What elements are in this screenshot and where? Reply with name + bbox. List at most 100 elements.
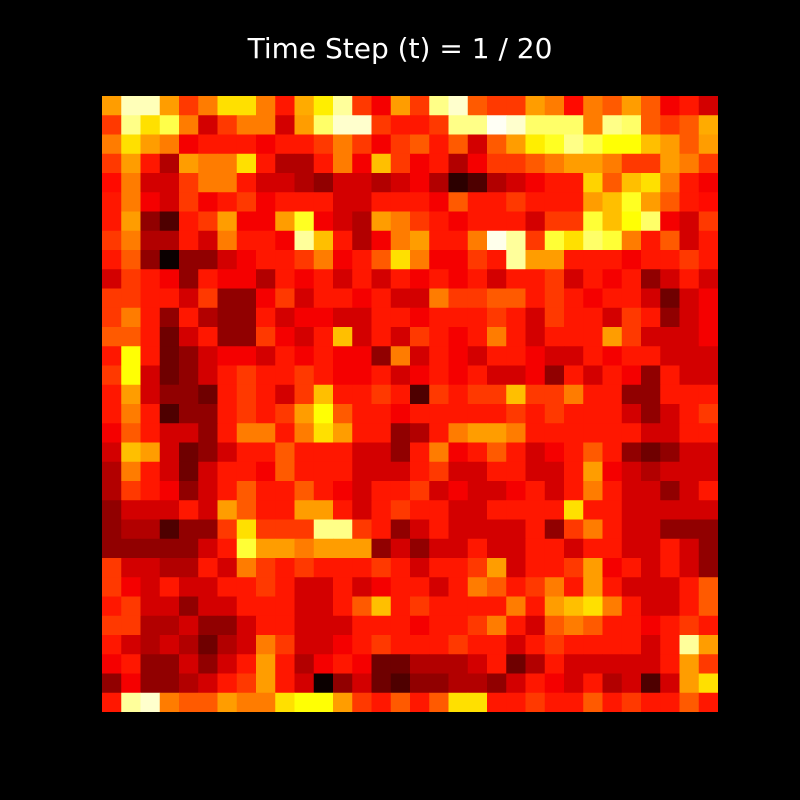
heatmap-cell <box>641 153 661 174</box>
heatmap-cell <box>371 327 392 347</box>
heatmap-cell <box>467 96 488 116</box>
heatmap-cell <box>410 423 430 443</box>
heatmap-cell <box>179 654 199 674</box>
heatmap-cell <box>410 250 430 270</box>
heatmap-cell <box>660 692 680 712</box>
heatmap-cell <box>140 596 161 617</box>
heatmap-cell <box>236 577 257 597</box>
heatmap-cell <box>198 307 218 328</box>
heatmap-cell <box>698 327 718 347</box>
heatmap-cell <box>525 327 546 347</box>
heatmap-cell <box>198 384 218 405</box>
heatmap-cell <box>140 577 161 597</box>
heatmap-cell <box>256 500 276 520</box>
heatmap-cell <box>429 673 449 694</box>
heatmap-cell <box>121 96 141 116</box>
heatmap-cell <box>487 692 507 712</box>
heatmap-cell <box>429 596 449 617</box>
heatmap-cell <box>159 384 180 405</box>
heatmap-cell <box>564 635 584 655</box>
heatmap-cell <box>371 211 392 232</box>
heatmap-cell <box>698 500 718 520</box>
heatmap-cell <box>121 173 141 193</box>
heatmap-cell <box>256 635 276 655</box>
heatmap-cell <box>564 327 584 347</box>
heatmap-cell <box>217 96 238 116</box>
heatmap-cell <box>275 173 295 193</box>
heatmap-cell <box>525 192 546 212</box>
heatmap-cell <box>140 404 161 424</box>
heatmap-cell <box>333 192 353 212</box>
heatmap-cell <box>583 134 603 155</box>
heatmap-cell <box>102 327 122 347</box>
heatmap-cell <box>564 134 584 155</box>
heatmap-cell <box>179 327 199 347</box>
heatmap-cell <box>698 96 718 116</box>
heatmap-cell <box>487 481 507 501</box>
heatmap-cell <box>698 461 718 482</box>
heatmap-cell <box>698 288 718 309</box>
heatmap-cell <box>333 654 353 674</box>
heatmap-cell <box>275 596 295 617</box>
heatmap-cell <box>217 230 238 251</box>
heatmap-cell <box>352 500 372 520</box>
heatmap-cell <box>140 558 161 578</box>
heatmap-cell <box>641 269 661 289</box>
heatmap-cell <box>236 654 257 674</box>
heatmap-cell <box>121 211 141 232</box>
heatmap-cell <box>410 538 430 559</box>
heatmap-cell <box>641 404 661 424</box>
heatmap-cell <box>256 192 276 212</box>
heatmap-cell <box>313 654 334 674</box>
heatmap-cell <box>198 250 218 270</box>
heatmap-cell <box>352 673 372 694</box>
heatmap-cell <box>179 519 199 540</box>
heatmap-cell <box>487 596 507 617</box>
heatmap-cell <box>236 481 257 501</box>
heatmap-cell <box>275 346 295 366</box>
heatmap-cell <box>621 442 642 463</box>
heatmap-cell <box>159 134 180 155</box>
heatmap-cell <box>102 384 122 405</box>
heatmap-cell <box>506 423 526 443</box>
heatmap-cell <box>583 211 603 232</box>
heatmap-cell <box>602 346 623 366</box>
heatmap-cell <box>217 307 238 328</box>
heatmap-cell <box>390 307 411 328</box>
heatmap-cell <box>102 365 122 386</box>
heatmap-cell <box>256 269 276 289</box>
heatmap-cell <box>102 481 122 501</box>
heatmap-cell <box>236 615 257 636</box>
heatmap-cell <box>371 384 392 405</box>
heatmap-cell <box>371 461 392 482</box>
heatmap-cell <box>102 577 122 597</box>
heatmap-cell <box>371 500 392 520</box>
heatmap-cell <box>275 96 295 116</box>
heatmap-cell <box>487 442 507 463</box>
heatmap-cell <box>313 134 334 155</box>
heatmap-cell <box>448 461 469 482</box>
heatmap-cell <box>275 615 295 636</box>
heatmap-cell <box>467 577 488 597</box>
heatmap-cell <box>544 481 565 501</box>
heatmap-cell <box>583 307 603 328</box>
heatmap-cell <box>294 461 315 482</box>
heatmap-cell <box>698 481 718 501</box>
heatmap-cell <box>679 384 700 405</box>
heatmap-cell <box>198 442 218 463</box>
heatmap-cell <box>487 307 507 328</box>
heatmap-cell <box>487 230 507 251</box>
heatmap-cell <box>352 346 372 366</box>
heatmap-cell <box>679 461 700 482</box>
heatmap-cell <box>660 173 680 193</box>
heatmap-cell <box>217 211 238 232</box>
heatmap-cell <box>198 423 218 443</box>
heatmap-cell <box>121 288 141 309</box>
heatmap-cell <box>429 192 449 212</box>
heatmap-cell <box>371 615 392 636</box>
heatmap-cell <box>313 404 334 424</box>
heatmap-cell <box>371 654 392 674</box>
heatmap-cell <box>564 230 584 251</box>
heatmap-cell <box>140 153 161 174</box>
